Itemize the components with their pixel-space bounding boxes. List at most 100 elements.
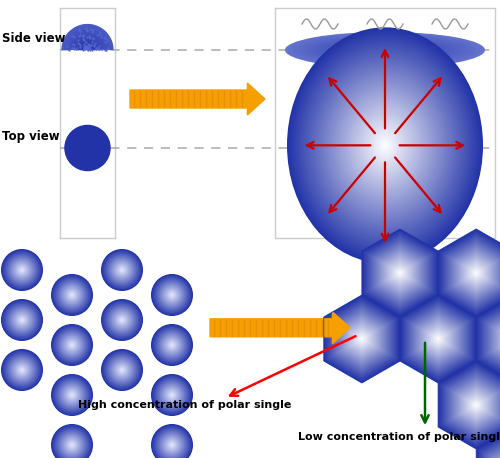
Circle shape — [66, 338, 78, 352]
Circle shape — [159, 432, 185, 458]
Polygon shape — [456, 250, 496, 296]
Ellipse shape — [299, 42, 471, 249]
Polygon shape — [324, 295, 400, 383]
Circle shape — [159, 382, 185, 408]
Circle shape — [70, 442, 74, 447]
Circle shape — [60, 333, 84, 357]
Polygon shape — [450, 243, 500, 303]
Ellipse shape — [285, 32, 485, 68]
Polygon shape — [438, 229, 500, 317]
Circle shape — [66, 289, 78, 300]
Polygon shape — [468, 395, 484, 414]
Ellipse shape — [354, 109, 416, 182]
Ellipse shape — [318, 38, 452, 62]
Circle shape — [63, 336, 81, 354]
Circle shape — [1, 299, 43, 341]
Polygon shape — [480, 432, 500, 458]
Circle shape — [168, 341, 176, 349]
Circle shape — [160, 283, 184, 308]
Circle shape — [154, 276, 190, 314]
Circle shape — [113, 361, 131, 379]
Polygon shape — [454, 379, 499, 431]
Circle shape — [58, 281, 86, 310]
Polygon shape — [447, 371, 500, 439]
Circle shape — [110, 309, 134, 332]
Circle shape — [120, 267, 124, 273]
Circle shape — [11, 309, 33, 331]
Circle shape — [51, 424, 93, 458]
Polygon shape — [410, 306, 467, 372]
Circle shape — [112, 261, 132, 279]
Circle shape — [109, 307, 135, 333]
Polygon shape — [74, 36, 102, 50]
Polygon shape — [355, 331, 369, 347]
Circle shape — [56, 329, 88, 361]
Polygon shape — [487, 440, 500, 458]
Circle shape — [6, 304, 38, 336]
Circle shape — [121, 269, 123, 271]
Circle shape — [8, 306, 36, 334]
Polygon shape — [447, 239, 500, 307]
Circle shape — [54, 428, 90, 458]
Circle shape — [20, 267, 24, 273]
Circle shape — [162, 285, 182, 305]
Polygon shape — [485, 305, 500, 373]
Polygon shape — [443, 367, 500, 443]
Circle shape — [53, 326, 91, 364]
Circle shape — [4, 301, 40, 338]
Circle shape — [161, 284, 183, 306]
Circle shape — [54, 327, 90, 362]
Polygon shape — [468, 263, 485, 283]
Circle shape — [55, 278, 89, 312]
Polygon shape — [475, 403, 478, 406]
Circle shape — [165, 338, 179, 352]
Ellipse shape — [344, 96, 426, 195]
Circle shape — [152, 425, 192, 458]
Ellipse shape — [381, 141, 389, 150]
Ellipse shape — [345, 97, 425, 194]
Circle shape — [114, 262, 130, 278]
Ellipse shape — [324, 72, 446, 218]
Circle shape — [15, 313, 29, 327]
Circle shape — [112, 310, 132, 330]
Ellipse shape — [306, 51, 464, 240]
Circle shape — [166, 289, 178, 302]
Circle shape — [14, 312, 30, 328]
Ellipse shape — [312, 58, 458, 233]
Ellipse shape — [355, 44, 415, 55]
Polygon shape — [72, 34, 103, 50]
Polygon shape — [75, 38, 100, 50]
Circle shape — [59, 432, 85, 458]
Polygon shape — [76, 38, 100, 50]
Circle shape — [10, 359, 34, 382]
Ellipse shape — [300, 44, 470, 247]
Polygon shape — [408, 305, 468, 373]
Circle shape — [152, 275, 192, 315]
Circle shape — [104, 301, 141, 338]
Polygon shape — [422, 320, 454, 358]
Polygon shape — [448, 372, 500, 438]
Ellipse shape — [383, 143, 387, 147]
Circle shape — [66, 440, 78, 450]
Polygon shape — [443, 235, 500, 311]
Polygon shape — [469, 265, 483, 281]
Circle shape — [103, 251, 141, 289]
Ellipse shape — [334, 84, 436, 207]
Polygon shape — [480, 300, 500, 379]
Circle shape — [102, 349, 142, 390]
Polygon shape — [473, 401, 480, 409]
Polygon shape — [454, 246, 499, 300]
Polygon shape — [463, 257, 489, 289]
Polygon shape — [81, 44, 94, 50]
Circle shape — [104, 352, 140, 388]
Polygon shape — [478, 296, 500, 382]
Polygon shape — [324, 296, 400, 382]
Polygon shape — [86, 49, 88, 50]
Polygon shape — [394, 267, 406, 279]
Circle shape — [158, 431, 186, 458]
Polygon shape — [378, 248, 422, 298]
Circle shape — [163, 286, 181, 304]
Circle shape — [169, 392, 175, 398]
Circle shape — [155, 428, 189, 458]
Circle shape — [108, 305, 136, 334]
